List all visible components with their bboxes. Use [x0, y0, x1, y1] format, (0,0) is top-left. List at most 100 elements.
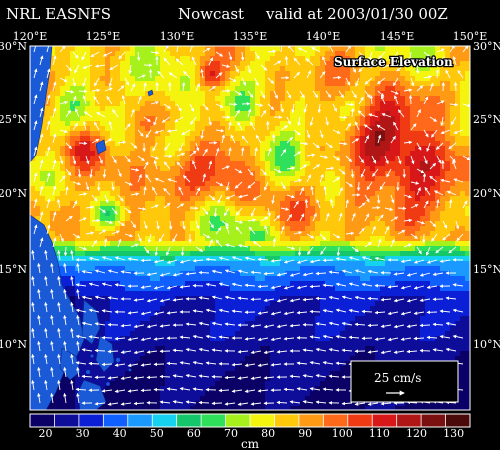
- elevation-cell: [55, 86, 61, 92]
- elevation-cell: [350, 246, 356, 252]
- elevation-cell: [215, 256, 221, 262]
- elevation-cell: [335, 126, 341, 132]
- elevation-cell: [225, 236, 231, 242]
- elevation-cell: [280, 86, 286, 92]
- elevation-cell: [135, 261, 141, 267]
- elevation-cell: [135, 181, 141, 187]
- elevation-cell: [115, 276, 121, 282]
- elevation-cell: [325, 281, 331, 287]
- elevation-cell: [405, 131, 411, 137]
- elevation-cell: [380, 46, 386, 52]
- elevation-cell: [385, 211, 391, 217]
- elevation-cell: [375, 91, 381, 97]
- elevation-cell: [320, 141, 326, 147]
- elevation-cell: [65, 176, 71, 182]
- elevation-cell: [395, 221, 401, 227]
- elevation-cell: [295, 246, 301, 252]
- elevation-cell: [120, 306, 126, 312]
- elevation-cell: [330, 266, 336, 272]
- elevation-cell: [290, 261, 296, 267]
- elevation-cell: [155, 256, 161, 262]
- elevation-cell: [215, 176, 221, 182]
- elevation-cell: [390, 286, 396, 292]
- elevation-cell: [200, 46, 206, 52]
- elevation-cell: [320, 241, 326, 247]
- elevation-cell: [60, 121, 66, 127]
- elevation-cell: [110, 46, 116, 52]
- elevation-cell: [95, 311, 101, 317]
- elevation-cell: [135, 251, 141, 257]
- elevation-cell: [430, 46, 436, 52]
- elevation-cell: [245, 226, 251, 232]
- elevation-cell: [420, 286, 426, 292]
- elevation-cell: [210, 131, 216, 137]
- elevation-cell: [260, 126, 266, 132]
- elevation-cell: [210, 171, 216, 177]
- elevation-cell: [410, 141, 416, 147]
- elevation-cell: [155, 196, 161, 202]
- elevation-cell: [120, 91, 126, 97]
- elevation-cell: [350, 66, 356, 72]
- elevation-cell: [290, 171, 296, 177]
- elevation-cell: [125, 111, 131, 117]
- elevation-cell: [125, 291, 131, 297]
- elevation-cell: [175, 226, 181, 232]
- elevation-cell: [270, 231, 276, 237]
- elevation-cell: [285, 246, 291, 252]
- elevation-cell: [340, 81, 346, 87]
- elevation-cell: [345, 296, 351, 302]
- elevation-cell: [365, 286, 371, 292]
- elevation-cell: [360, 131, 366, 137]
- elevation-cell: [105, 116, 111, 122]
- elevation-cell: [300, 66, 306, 72]
- elevation-cell: [225, 111, 231, 117]
- elevation-cell: [430, 96, 436, 102]
- elevation-cell: [290, 216, 296, 222]
- elevation-cell: [105, 266, 111, 272]
- elevation-cell: [125, 246, 131, 252]
- elevation-cell: [160, 276, 166, 282]
- elevation-cell: [40, 191, 46, 197]
- elevation-cell: [250, 116, 256, 122]
- elevation-cell: [75, 191, 81, 197]
- elevation-cell: [170, 51, 176, 57]
- elevation-cell: [255, 91, 261, 97]
- elevation-cell: [110, 326, 116, 332]
- elevation-cell: [110, 71, 116, 77]
- elevation-cell: [225, 131, 231, 137]
- elevation-cell: [65, 161, 71, 167]
- elevation-cell: [250, 206, 256, 212]
- elevation-cell: [285, 131, 291, 137]
- elevation-cell: [250, 66, 256, 72]
- elevation-cell: [210, 276, 216, 282]
- elevation-cell: [125, 101, 131, 107]
- elevation-cell: [365, 216, 371, 222]
- elevation-cell: [270, 211, 276, 217]
- elevation-cell: [345, 126, 351, 132]
- elevation-cell: [405, 61, 411, 67]
- elevation-cell: [370, 251, 376, 257]
- elevation-cell: [290, 196, 296, 202]
- elevation-cell: [165, 136, 171, 142]
- elevation-cell: [445, 111, 451, 117]
- elevation-cell: [420, 176, 426, 182]
- elevation-cell: [355, 301, 361, 307]
- elevation-cell: [210, 71, 216, 77]
- elevation-cell: [415, 76, 421, 82]
- elevation-cell: [320, 181, 326, 187]
- elevation-cell: [70, 91, 76, 97]
- elevation-cell: [255, 236, 261, 242]
- elevation-cell: [290, 306, 296, 312]
- elevation-cell: [360, 206, 366, 212]
- elevation-cell: [175, 181, 181, 187]
- elevation-cell: [415, 196, 421, 202]
- elevation-cell: [75, 236, 81, 242]
- elevation-cell: [435, 226, 441, 232]
- elevation-cell: [445, 91, 451, 97]
- elevation-cell: [280, 216, 286, 222]
- elevation-cell: [320, 266, 326, 272]
- elevation-cell: [415, 171, 421, 177]
- elevation-cell: [345, 166, 351, 172]
- elevation-cell: [205, 291, 211, 297]
- elevation-cell: [90, 241, 96, 247]
